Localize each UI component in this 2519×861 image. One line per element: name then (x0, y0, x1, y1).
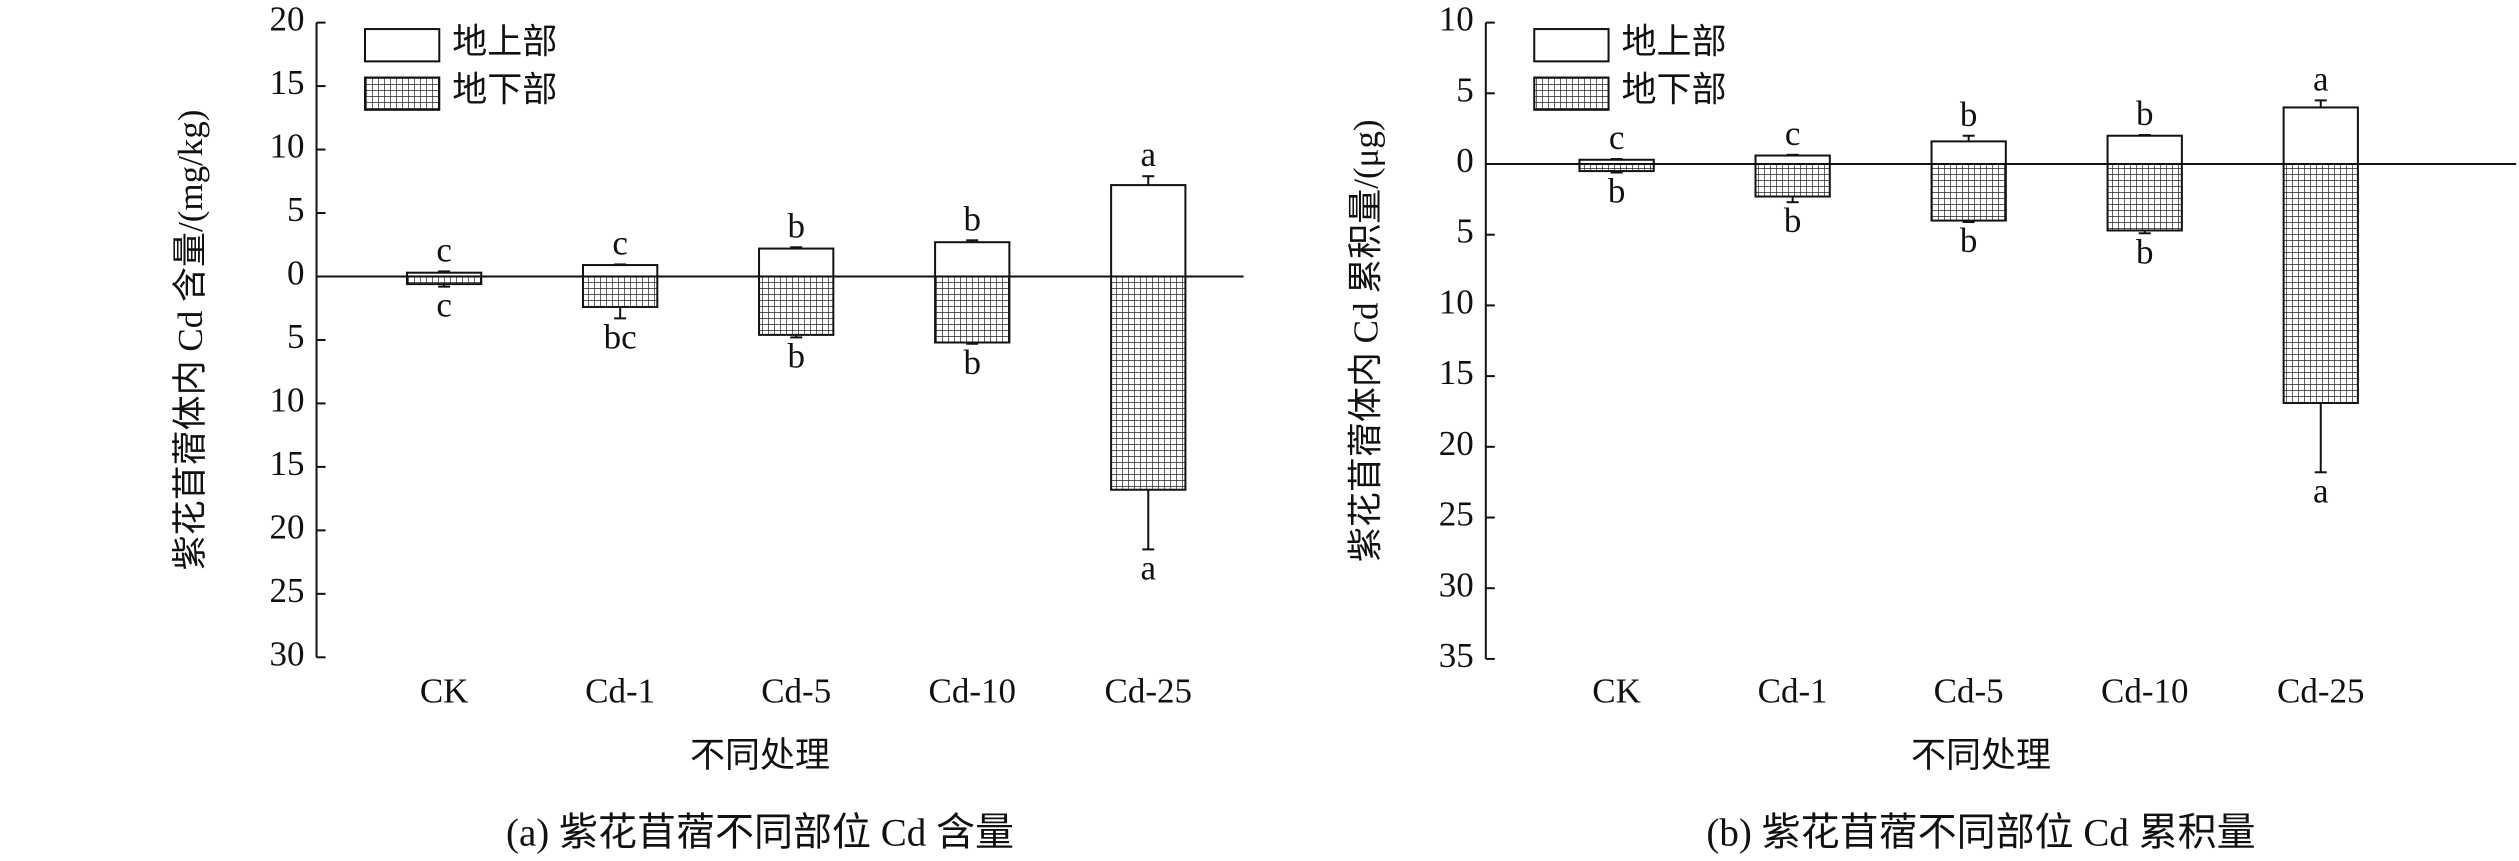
legend-swatch (363, 28, 441, 63)
x-tick-label: Cd-25 (2277, 671, 2365, 710)
legend-label: 地上部 (452, 22, 557, 61)
bar (1578, 163, 1655, 173)
x-tick-label: CK (420, 671, 469, 710)
bar (582, 264, 659, 278)
bar (2282, 106, 2359, 166)
x-tick-label: Cd-10 (2101, 671, 2189, 710)
y-tick-label: 25 (1439, 495, 1474, 534)
x-tick-label: Cd-10 (928, 671, 1016, 710)
y-tick-label: 10 (270, 380, 305, 419)
significance-letter: c (1785, 114, 1801, 153)
y-tick-label: 30 (270, 634, 305, 673)
significance-letter: b (787, 336, 805, 375)
y-tick-label: 20 (270, 0, 305, 39)
x-tick-label: Cd-5 (1934, 671, 2004, 710)
x-tick-label: Cd-25 (1105, 671, 1193, 710)
significance-letter: b (787, 206, 805, 245)
bar (1930, 140, 2007, 166)
significance-letter: b (2136, 232, 2154, 271)
x-axis-label: 不同处理 (1911, 736, 2051, 775)
y-tick-label: 20 (270, 507, 305, 546)
x-tick-label: Cd-5 (761, 671, 831, 710)
y-tick-label: 5 (1456, 70, 1474, 109)
y-tick-label: 25 (270, 571, 305, 610)
significance-letter: b (2136, 94, 2154, 133)
bar (582, 275, 659, 308)
significance-letter: bc (604, 317, 637, 356)
bar (2282, 163, 2359, 404)
bar (934, 275, 1011, 344)
y-tick-label: 0 (287, 254, 305, 293)
y-tick-label: 15 (270, 63, 305, 102)
bar (758, 275, 835, 336)
significance-letter: b (1960, 221, 1978, 260)
y-tick-label: 10 (1439, 0, 1474, 39)
significance-letter: a (2313, 59, 2329, 98)
y-tick-label: 5 (1456, 212, 1474, 251)
y-tick-label: 5 (287, 317, 305, 356)
y-tick-label: 10 (1439, 282, 1474, 321)
significance-letter: b (1608, 172, 1626, 211)
y-tick-label: 0 (1456, 141, 1474, 180)
significance-letter: c (612, 223, 628, 262)
significance-letter: a (2313, 471, 2329, 510)
caption: (b) 紫花苜蓿不同部位 Cd 累积量 (1706, 812, 2255, 855)
significance-letter: b (963, 199, 981, 238)
legend-label: 地下部 (1621, 71, 1726, 110)
bar (1754, 154, 1831, 166)
bar (405, 275, 483, 286)
significance-letter: b (1960, 95, 1978, 134)
y-axis-label: 紫花苜蓿体内 Cd 含量/(mg/kg) (171, 110, 210, 571)
y-tick-label: 10 (270, 127, 305, 166)
bar (2106, 163, 2183, 232)
significance-letter: c (436, 286, 452, 325)
y-tick-label: 35 (1439, 636, 1474, 675)
bar (758, 247, 835, 278)
bar (1110, 275, 1187, 491)
x-tick-label: CK (1592, 671, 1641, 710)
legend-label: 地上部 (1621, 22, 1726, 61)
legend-swatch (363, 76, 441, 111)
significance-letter: b (963, 343, 981, 382)
y-tick-label: 5 (287, 190, 305, 229)
caption: (a) 紫花苜蓿不同部位 Cd 含量 (506, 812, 1014, 855)
y-tick-label: 30 (1439, 565, 1474, 604)
legend-swatch (1533, 28, 1610, 63)
bar (1110, 184, 1187, 278)
y-tick-label: 15 (270, 444, 305, 483)
significance-letter: a (1140, 135, 1156, 174)
legend-swatch (1533, 76, 1610, 111)
bar (1930, 163, 2007, 222)
legend-label: 地下部 (452, 71, 557, 110)
significance-letter: a (1140, 548, 1156, 587)
bar (2106, 134, 2183, 166)
y-tick-label: 15 (1439, 353, 1474, 392)
x-tick-label: Cd-1 (1758, 671, 1828, 710)
bar (934, 241, 1011, 278)
x-tick-label: Cd-1 (585, 671, 655, 710)
significance-letter: c (1609, 118, 1625, 157)
y-axis-label: 紫花苜蓿体内 Cd 累积量/(μg) (1347, 119, 1386, 562)
bar (1754, 163, 1831, 198)
significance-letter: c (436, 230, 452, 269)
significance-letter: b (1784, 201, 1802, 240)
x-axis-label: 不同处理 (690, 736, 830, 775)
y-tick-label: 20 (1439, 424, 1474, 463)
